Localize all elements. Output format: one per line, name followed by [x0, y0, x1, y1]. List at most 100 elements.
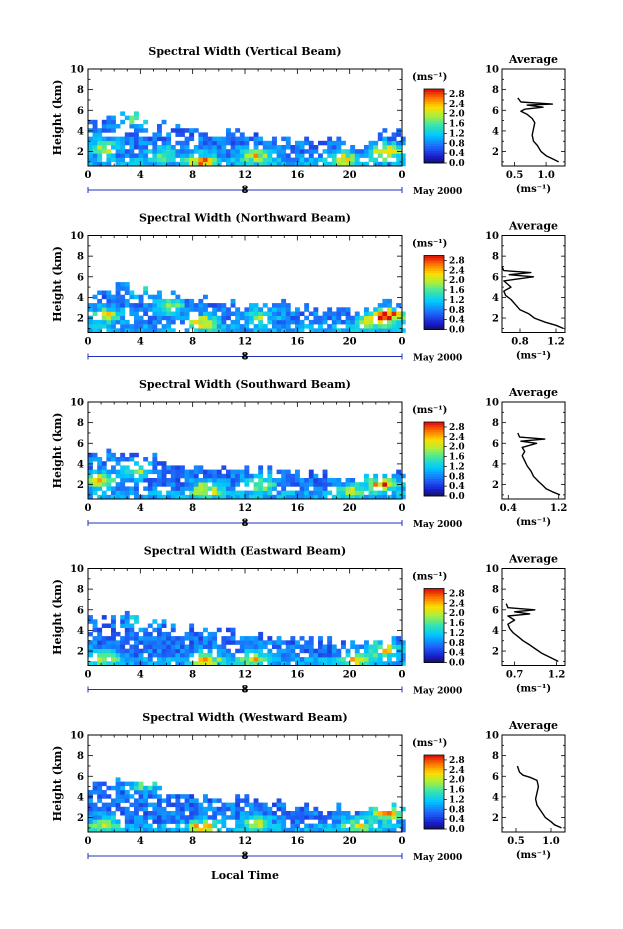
heatmap-cell	[203, 815, 208, 820]
colorbar-band	[424, 471, 444, 475]
heatmap-cell	[244, 815, 250, 820]
heatmap-cell	[400, 648, 406, 654]
heatmap-cell	[308, 648, 314, 654]
heatmap-cell	[143, 457, 149, 462]
heatmap-cell	[207, 157, 213, 163]
heatmap-cell	[157, 153, 162, 158]
colorbar-band	[424, 429, 444, 433]
heatmap-cell	[106, 140, 112, 146]
heatmap-cell	[400, 311, 406, 316]
heatmap-cell	[267, 478, 273, 483]
heatmap-cell	[290, 473, 296, 479]
heatmap-cell	[216, 303, 222, 308]
heatmap-cell	[350, 490, 356, 496]
heatmap-cell	[341, 815, 346, 820]
heatmap-cell	[267, 806, 273, 812]
heatmap-cell	[193, 307, 199, 312]
heatmap-cell	[299, 661, 305, 666]
heatmap-cell	[272, 815, 277, 820]
heatmap-cell	[207, 478, 213, 483]
heatmap-cell	[212, 644, 218, 649]
colorbar-band	[424, 600, 444, 604]
heatmap-cell	[235, 157, 241, 163]
heatmap-cell	[387, 648, 392, 654]
heatmap-cell	[377, 644, 383, 649]
heatmap-cell	[258, 636, 264, 641]
heatmap-cell	[304, 324, 310, 329]
heatmap-cell	[203, 303, 208, 308]
heatmap-cell	[276, 819, 282, 824]
heatmap-cell	[230, 815, 236, 820]
heatmap-cell	[290, 319, 296, 325]
colorbar-band	[424, 426, 444, 430]
heatmap-cell	[368, 149, 374, 154]
heatmap-cell	[318, 490, 323, 496]
heatmap-cell	[382, 128, 388, 133]
heatmap-cell	[230, 157, 236, 163]
heatmap-cell	[304, 136, 310, 142]
heatmap-cell	[253, 324, 259, 329]
heatmap-cell	[124, 610, 130, 616]
heatmap-cell	[318, 819, 323, 824]
heatmap-cell	[129, 115, 135, 121]
x-tick-label: 16	[290, 170, 304, 181]
heatmap-cell	[285, 319, 291, 325]
heatmap-cell	[368, 490, 374, 496]
heatmap-cell	[198, 465, 204, 470]
heatmap-cell	[322, 478, 328, 483]
heatmap-cell	[400, 823, 406, 829]
heatmap-cell	[193, 469, 199, 475]
heatmap-cell	[345, 157, 351, 163]
heatmap-cell	[304, 494, 310, 500]
heatmap-cell	[180, 494, 185, 500]
heatmap-cell	[221, 145, 227, 150]
heatmap-cell	[157, 652, 162, 658]
heatmap-cell	[216, 644, 222, 649]
heatmap-cell	[308, 644, 314, 649]
heatmap-cell	[304, 478, 310, 483]
heatmap-cell	[308, 157, 314, 163]
heatmap-cell	[175, 794, 181, 799]
heatmap-cell	[368, 153, 374, 158]
heatmap-cell	[244, 311, 250, 316]
heatmap-cell	[207, 315, 213, 321]
heatmap-cell	[207, 644, 213, 649]
heatmap-cell	[336, 311, 342, 316]
colorbar-band	[424, 799, 444, 803]
colorbar-band	[424, 89, 444, 92]
heatmap-cell	[124, 140, 130, 146]
heatmap-cell	[327, 827, 333, 833]
heatmap-cell	[272, 478, 277, 483]
day-label: 8	[242, 518, 249, 529]
heatmap-cell	[295, 149, 300, 154]
heatmap-cell	[207, 806, 213, 812]
heatmap-cell	[111, 615, 116, 620]
heatmap-cell	[391, 802, 397, 808]
heatmap-cell	[235, 473, 241, 479]
heatmap-cell	[124, 636, 130, 641]
heatmap-cell	[180, 303, 185, 308]
heatmap-cell	[152, 652, 158, 658]
heatmap-cell	[262, 811, 268, 816]
heatmap-cell	[313, 149, 319, 154]
heatmap-cell	[258, 311, 264, 316]
heatmap-cell	[138, 819, 144, 824]
heatmap-cell	[244, 149, 250, 154]
heatmap-cell	[373, 478, 379, 483]
colorbar-band	[424, 801, 444, 805]
heatmap-cell	[239, 328, 245, 333]
heatmap-cell	[304, 648, 310, 654]
heatmap-cell	[308, 324, 314, 329]
heatmap-cell	[244, 319, 250, 325]
heatmap-cell	[308, 473, 314, 479]
heatmap-cell	[101, 657, 107, 662]
heatmap-cell	[175, 640, 181, 645]
panels: Spectral Width (Vertical Beam)0 4 8 12 16 20 0…	[51, 45, 567, 863]
heatmap-cell	[97, 465, 103, 470]
heatmap-cell	[212, 324, 218, 329]
heatmap-cell	[359, 328, 365, 333]
colorbar-band	[424, 280, 444, 284]
heatmap-cell	[391, 644, 397, 649]
heatmap-cell	[138, 781, 144, 787]
heatmap-cell	[391, 473, 397, 479]
